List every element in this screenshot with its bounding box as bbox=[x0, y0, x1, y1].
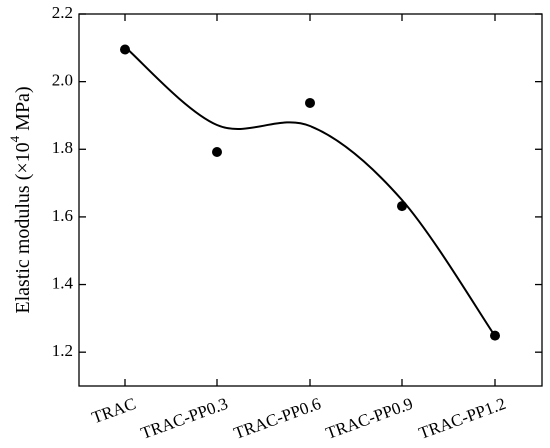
x-tick-label: TRAC-PP0.3 bbox=[138, 394, 230, 443]
trend-curve bbox=[124, 46, 496, 337]
x-tick-label: TRAC bbox=[89, 394, 138, 427]
data-point bbox=[212, 146, 222, 157]
data-points bbox=[120, 44, 500, 341]
data-point bbox=[120, 44, 130, 55]
y-tick-label: 2.0 bbox=[52, 71, 73, 90]
y-tick-label: 1.2 bbox=[52, 341, 73, 360]
data-point bbox=[490, 330, 500, 341]
y-tick-label: 1.4 bbox=[52, 273, 74, 292]
x-axis-ticks: TRAC TRAC-PP0.3 TRAC-PP0.6 TRAC-PP0.9 TRAC-P… bbox=[89, 14, 508, 443]
x-tick-label: TRAC-PP0.6 bbox=[231, 394, 323, 443]
y-tick-label: 1.6 bbox=[52, 206, 73, 225]
y-tick-label: 1.8 bbox=[52, 138, 73, 157]
data-point bbox=[397, 201, 407, 212]
x-tick-label: TRAC-PP0.9 bbox=[323, 394, 415, 443]
y-axis-ticks: 1.2 1.4 1.6 1.8 2.0 2.2 bbox=[52, 3, 542, 360]
data-point bbox=[305, 97, 315, 108]
x-tick-label: TRAC-PP1.2 bbox=[416, 394, 508, 443]
y-tick-label: 2.2 bbox=[52, 3, 73, 22]
y-axis-title: Elastic modulus (×104 MPa) bbox=[7, 86, 34, 313]
